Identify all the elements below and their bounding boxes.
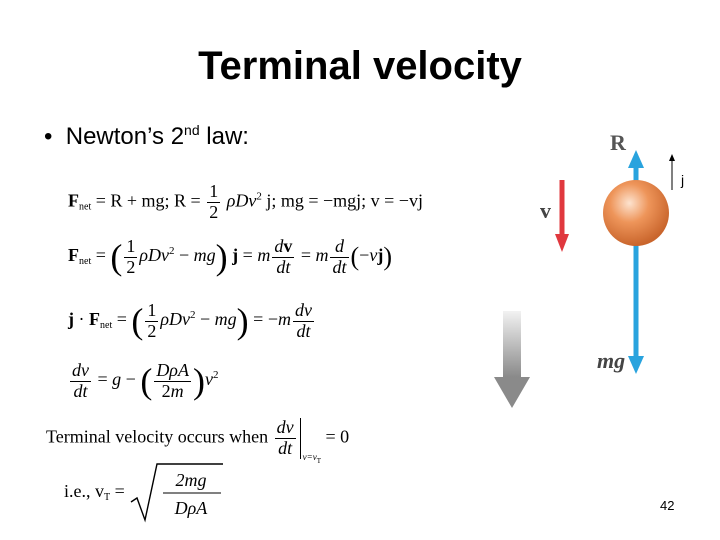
label-r: R bbox=[610, 130, 626, 155]
gravity-arrowhead bbox=[494, 377, 530, 408]
equation-4: dv dt = g − (DρA 2m)v2 bbox=[70, 359, 219, 401]
falling-ball bbox=[603, 180, 669, 246]
eq1-net: net bbox=[79, 201, 92, 213]
gravity-shaft bbox=[503, 311, 521, 377]
eq1-d: j; mg = −mgj; v = −vj bbox=[261, 190, 423, 211]
eq1-b: = R + mg; R = bbox=[91, 190, 206, 211]
eq6-den: DρA bbox=[174, 498, 209, 518]
slide-title: Terminal velocity bbox=[198, 44, 522, 88]
bullet-text: Newton’s 2 bbox=[65, 123, 185, 150]
eq1-half-num: 1 bbox=[207, 181, 221, 203]
eq6-num: 2mg bbox=[176, 470, 207, 490]
equation-6: i.e., vT = 2mg DρA bbox=[64, 462, 225, 524]
bullet-newton: • Newton’s 2nd law: bbox=[44, 122, 249, 151]
eq5-eq: = 0 bbox=[321, 426, 350, 447]
eq5-sub: v=vT bbox=[302, 452, 322, 466]
velocity-arrowhead bbox=[555, 234, 569, 252]
eq5-num: dv bbox=[276, 417, 294, 437]
bullet-after: law: bbox=[199, 123, 249, 150]
eq5-text: Terminal velocity occurs when bbox=[46, 426, 269, 447]
label-j: j bbox=[681, 172, 685, 188]
eq1-half-den: 2 bbox=[209, 201, 219, 222]
force-r-arrowhead bbox=[628, 150, 644, 168]
eq1-c2: 2 bbox=[256, 190, 262, 203]
eq6-T: T bbox=[104, 492, 111, 504]
force-mg-arrowhead bbox=[628, 356, 644, 374]
unit-j-arrowhead bbox=[669, 154, 675, 161]
eq1-c: ρDv bbox=[226, 190, 257, 211]
eq5-frac: dv dt bbox=[274, 417, 301, 459]
eq6-eq: = bbox=[110, 481, 130, 502]
eq5-den: dt bbox=[278, 437, 293, 458]
label-mg: mg bbox=[597, 348, 626, 373]
equation-5: Terminal velocity occurs when dv dt v=vT =… bbox=[46, 417, 350, 466]
bullet-dot: • bbox=[44, 123, 66, 150]
bullet-superscript: nd bbox=[184, 122, 200, 138]
eq6-sqrt: 2mg DρA bbox=[129, 462, 225, 524]
equation-2: Fnet = (1 2 ρDv2 − mg) j = m dv dt = m d dt (−v… bbox=[68, 235, 392, 277]
page-number: 42 bbox=[660, 498, 675, 513]
equation-3: j · Fnet = (1 2 ρDv2 − mg) = −m dv dt bbox=[68, 299, 314, 341]
label-v: v bbox=[540, 198, 551, 223]
eq6-ie: i.e., v bbox=[64, 481, 104, 502]
eq1-f: F bbox=[68, 190, 79, 211]
